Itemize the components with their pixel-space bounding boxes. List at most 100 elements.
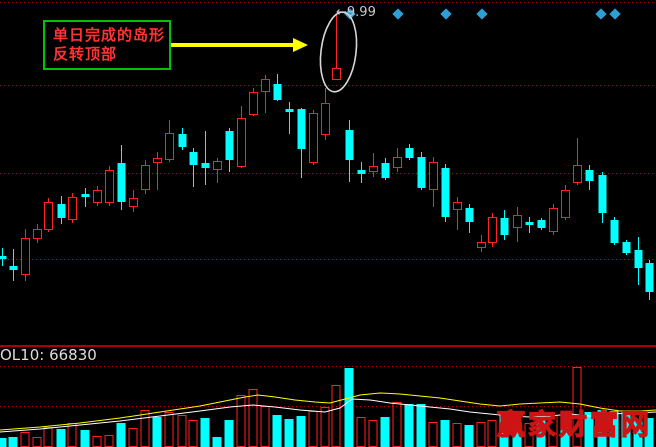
signal-diamond-icon — [392, 8, 404, 20]
candle-body — [21, 238, 30, 275]
volume-bar — [644, 418, 654, 447]
candle-body — [105, 170, 114, 203]
candle-body — [622, 242, 631, 253]
volume-bar — [236, 395, 246, 447]
candle-body — [165, 133, 174, 160]
volume-bar — [331, 385, 341, 447]
candle-body — [33, 229, 42, 239]
price-high-label: ←9.99 — [336, 6, 376, 20]
volume-bar — [609, 411, 619, 447]
candle-body — [44, 202, 53, 230]
volume-bar — [452, 423, 462, 447]
candle-body — [141, 165, 150, 190]
volume-bar — [0, 438, 7, 447]
candle-body — [178, 134, 187, 147]
candle-body — [249, 92, 258, 115]
volume-bar — [284, 419, 294, 447]
volume-bar — [32, 437, 42, 447]
signal-diamond-icon — [476, 8, 488, 20]
candle-body — [417, 157, 426, 188]
highlight-ellipse — [319, 11, 358, 93]
candle-body — [68, 197, 77, 220]
candle-body — [465, 208, 474, 222]
candle-body — [117, 163, 126, 202]
candle-body — [429, 162, 438, 190]
candle-body — [189, 152, 198, 165]
candle-body — [273, 84, 282, 100]
candle-body — [81, 194, 90, 197]
volume-bar — [67, 423, 77, 447]
candle-body — [297, 109, 306, 149]
volume-bar — [224, 420, 234, 447]
volume-bar — [344, 368, 354, 447]
candle-body — [513, 215, 522, 228]
volume-bar — [8, 437, 18, 447]
candle-body — [57, 204, 66, 218]
volume-bar — [404, 404, 414, 447]
volume-bar — [560, 412, 570, 447]
candle-body — [201, 163, 210, 168]
candle-body — [345, 130, 354, 160]
volume-bar — [43, 427, 53, 447]
candle-body — [585, 170, 594, 181]
candle-body — [645, 263, 654, 292]
candle-body — [381, 163, 390, 178]
volume-bar — [248, 389, 258, 447]
volume-bar — [440, 420, 450, 447]
volume-bar — [308, 411, 318, 447]
candle-body — [332, 68, 341, 80]
candle-body — [225, 131, 234, 160]
volume-bar — [200, 418, 210, 447]
volume-bar — [272, 415, 282, 447]
volume-bar — [92, 436, 102, 447]
volume-bar — [597, 410, 607, 447]
volume-bar — [356, 417, 366, 447]
volume-bar — [128, 428, 138, 447]
volume-bar — [177, 415, 187, 447]
volume-bar — [633, 420, 643, 447]
signal-diamond-icon — [440, 8, 452, 20]
volume-bar — [20, 432, 30, 447]
candle-body — [309, 113, 318, 163]
volume-bar — [416, 404, 426, 447]
candle-body — [357, 170, 366, 174]
volume-bar — [512, 413, 522, 447]
volume-bar — [116, 423, 126, 447]
volume-bar — [536, 412, 546, 447]
volume-bar — [296, 416, 306, 447]
volume-ma10-line — [0, 392, 656, 431]
annotation-arrow-head — [293, 38, 308, 52]
candle-body — [598, 175, 607, 213]
candle-body — [537, 220, 546, 228]
volume-bar — [260, 406, 270, 447]
candle-body — [525, 222, 534, 225]
signal-diamond-icon — [595, 8, 607, 20]
signal-diamond-icon — [609, 8, 621, 20]
candle-body — [488, 217, 497, 243]
candle-body — [405, 148, 414, 158]
volume-bar — [164, 412, 174, 447]
candle-body — [500, 218, 509, 235]
volume-bar — [392, 402, 402, 447]
volume-bar — [476, 422, 486, 447]
candle-body — [549, 208, 558, 232]
volume-bar — [152, 417, 162, 447]
volume-bar — [380, 417, 390, 447]
candle-body — [477, 242, 486, 248]
candle-body — [129, 198, 138, 207]
volume-bar — [104, 435, 114, 447]
candle-body — [213, 161, 222, 170]
candle-body — [453, 202, 462, 210]
candle-body — [0, 256, 7, 259]
volume-bar — [584, 412, 594, 447]
volume-bar — [499, 412, 509, 447]
volume-bar — [188, 420, 198, 447]
candle-body — [610, 220, 619, 243]
candle-body — [561, 190, 570, 218]
annotation-box: 单日完成的岛形 反转顶部 — [43, 20, 171, 70]
price-high-value: 9.99 — [346, 5, 376, 20]
volume-bar — [80, 430, 90, 447]
candle-body — [573, 165, 582, 183]
